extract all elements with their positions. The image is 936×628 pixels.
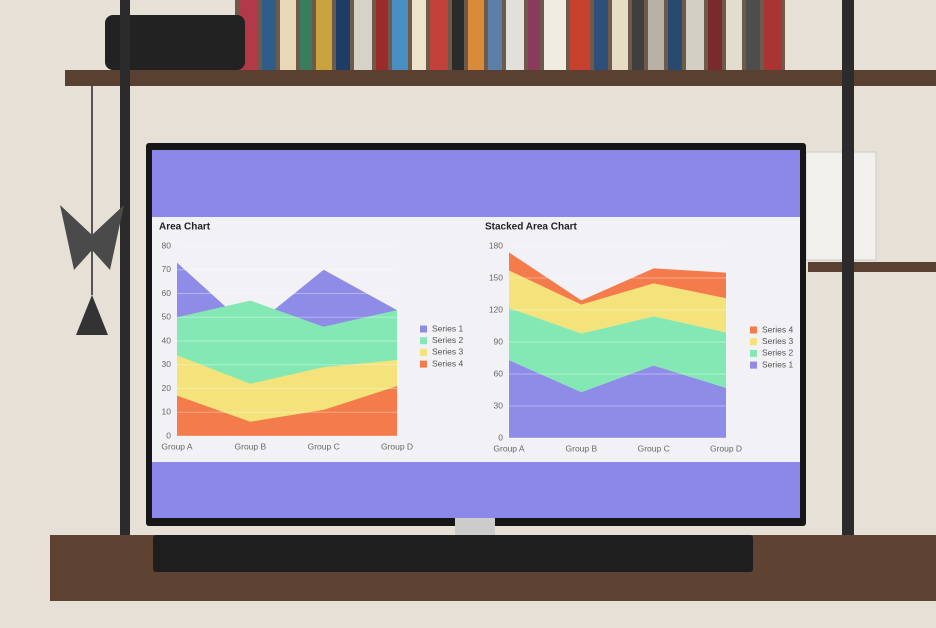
charts: Area Chart 0 10 20 30 40 50 60 70 80 Group A Group … <box>159 222 793 454</box>
legend-swatch <box>420 348 427 356</box>
y-tick-label: 60 <box>162 288 172 298</box>
y-tick-label: 80 <box>162 240 172 250</box>
shelf-top <box>65 70 936 86</box>
legend-swatch <box>750 326 757 334</box>
x-tick-label: Group A <box>493 443 525 453</box>
soundbar <box>153 535 753 572</box>
chart-title: Area Chart <box>159 222 211 233</box>
area <box>177 386 397 436</box>
photo-frame <box>805 151 877 261</box>
x-tick-label: Group D <box>381 441 413 451</box>
y-tick-label: 70 <box>162 264 172 274</box>
x-tick-label: Group B <box>566 443 598 453</box>
legend-label: Series 2 <box>432 335 463 345</box>
chart-title: Stacked Area Chart <box>485 222 578 233</box>
legend-swatch <box>750 361 757 369</box>
y-tick-label: 150 <box>489 272 503 282</box>
y-tick-label: 20 <box>162 383 172 393</box>
x-tick-label: Group B <box>235 441 267 451</box>
y-tick-label: 120 <box>489 304 503 314</box>
bell <box>76 295 108 335</box>
stacked-area <box>509 252 726 305</box>
pole-right <box>842 0 854 560</box>
camera <box>105 15 245 70</box>
x-tick-label: Group C <box>308 441 340 451</box>
legend-swatch <box>750 338 757 346</box>
butterfly <box>60 205 124 270</box>
legend-swatch <box>420 337 427 345</box>
x-tick-label: Group C <box>638 443 670 453</box>
y-tick-label: 60 <box>494 368 504 378</box>
books <box>235 0 785 72</box>
legend-label: Series 3 <box>432 347 463 357</box>
y-tick-label: 30 <box>494 400 504 410</box>
legend-swatch <box>750 349 757 357</box>
tv-stand <box>455 515 495 537</box>
legend-label: Series 4 <box>762 324 793 334</box>
y-tick-label: 180 <box>489 240 503 250</box>
x-tick-label: Group D <box>710 443 742 453</box>
legend-label: Series 2 <box>762 348 793 358</box>
legend-swatch <box>420 360 427 368</box>
x-tick-label: Group A <box>161 441 193 451</box>
y-tick-label: 10 <box>162 407 172 417</box>
y-tick-label: 0 <box>166 430 171 440</box>
shelf-side <box>808 262 936 272</box>
y-tick-label: 30 <box>162 359 172 369</box>
legend-label: Series 3 <box>762 336 793 346</box>
legend-label: Series 1 <box>762 359 793 369</box>
stacked-area <box>509 270 726 334</box>
legend-label: Series 1 <box>432 323 463 333</box>
y-tick-label: 0 <box>498 432 503 442</box>
legend-label: Series 4 <box>432 358 463 368</box>
stacked-area <box>509 360 726 438</box>
legend-swatch <box>420 325 427 333</box>
y-tick-label: 90 <box>494 336 504 346</box>
stacked-area <box>509 307 726 393</box>
y-tick-label: 40 <box>162 335 172 345</box>
pole-left <box>120 0 130 560</box>
y-tick-label: 50 <box>162 312 172 322</box>
